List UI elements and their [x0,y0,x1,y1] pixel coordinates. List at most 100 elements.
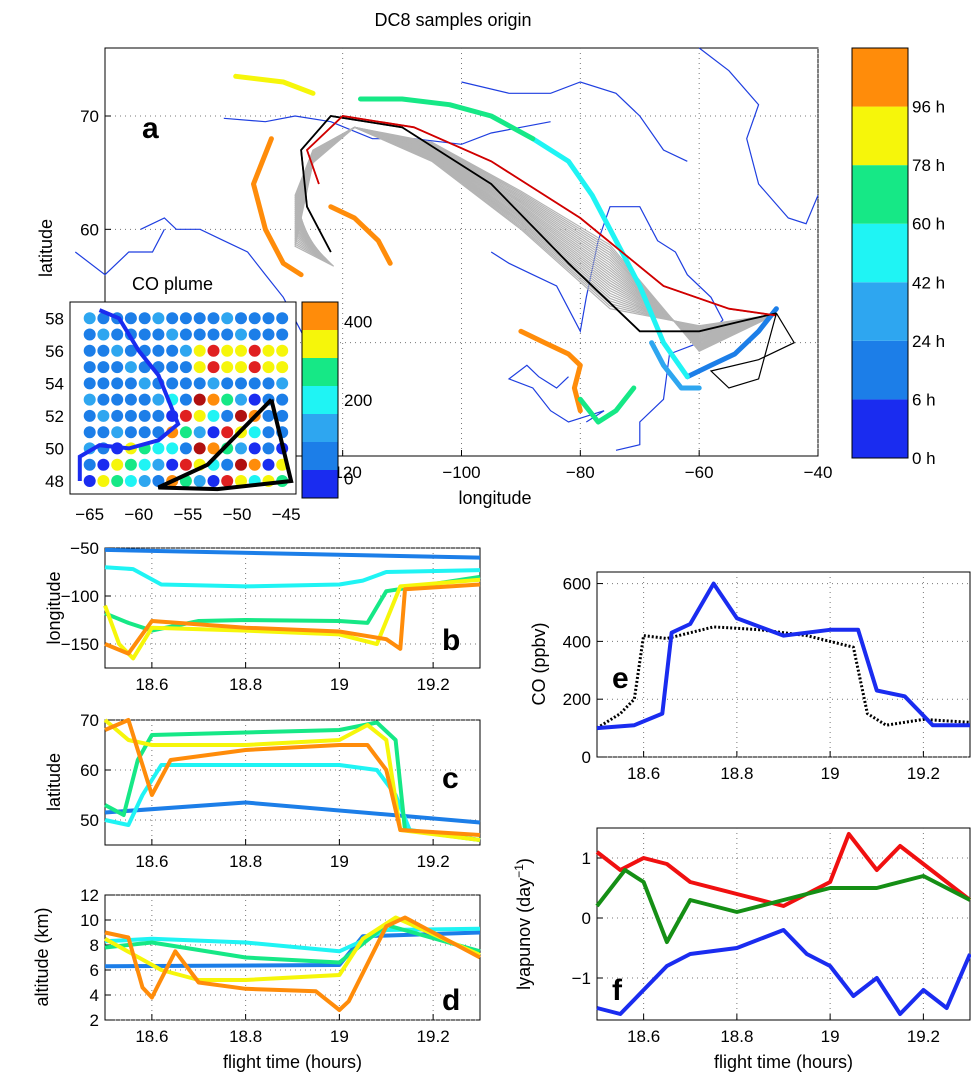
y-tick-label: 60 [80,220,99,239]
co-sample [221,475,234,487]
co-sample [179,361,192,374]
co-sample [111,409,124,422]
colorbar-label: 24 h [912,332,945,351]
inset-colorbar-swatch [302,414,338,442]
x-tick-label: 18.8 [229,1027,262,1046]
colorbar-label: 0 h [912,449,936,468]
series-line [104,720,481,842]
y-tick-label: 200 [563,690,591,709]
co-sample [111,475,124,487]
co-sample [221,426,234,439]
y-tick-label: −150 [61,635,99,654]
trajectory [294,126,777,352]
co-sample [179,393,192,406]
y-tick-label: 50 [80,811,99,830]
panel-letter: b [442,624,460,657]
panel-c: 18.6 18.8 19 19.2 50 60 70 c latitude [44,711,481,871]
co-sample [83,312,96,325]
series-line [104,582,481,656]
series-line [104,547,481,560]
co-sample [221,409,234,422]
x-tick-label: 19.2 [417,852,450,871]
x-tick-label: 19.2 [417,1027,450,1046]
co-sample [83,426,96,439]
co-sample [248,458,261,471]
co-sample [221,393,234,406]
series-line [104,565,481,589]
x-tick-label: 19 [330,675,349,694]
y-tick-label: 2 [90,1011,99,1030]
y-axis-label: lyapunov (day−1) [512,858,534,990]
mean-trajectory [300,115,777,333]
co-sample [166,312,179,325]
co-sample [276,409,289,422]
colorbar-label: 60 h [912,215,945,234]
panel-e-frame [596,571,971,758]
co-sample [179,409,192,422]
x-tick-label: 18.6 [627,764,660,783]
x-tick-label: 19.2 [907,1027,940,1046]
co-sample [152,328,165,341]
x-tick-label: 18.8 [229,852,262,871]
series-line [104,915,481,982]
inset-coastline [77,308,181,481]
chart-panels: −120−100−80−60−40506070alatitudelongitud… [32,47,971,1072]
co-sample [179,426,192,439]
co-sample [83,361,96,374]
x-tick-label: −100 [442,463,480,482]
age-trajectory [530,136,690,380]
co-sample [166,328,179,341]
co-sample [179,312,192,325]
colorbar-swatch [852,340,908,400]
y-tick-label: 10 [80,911,99,930]
co-sample [248,328,261,341]
inset-colorbar-label: 0 [344,469,353,488]
series-line [595,832,971,908]
co-sample [97,344,110,357]
inset-title: CO plume [132,274,213,294]
series-line [104,923,481,965]
inset-y-tick-label: 54 [45,374,64,393]
co-sample [179,442,192,455]
co-sample [248,393,261,406]
panel-letter: f [612,974,623,1007]
co-sample [124,312,137,325]
panel-b-frame [104,547,481,669]
panel-d: 18.6 18.8 19 19.2 2 4 6 8 10 12 d altitude (km) flig… [32,886,481,1072]
co-sample [235,409,247,422]
co-sample [111,344,124,357]
co-sample [235,312,247,325]
age-trajectory [233,73,316,96]
co-sample [179,328,192,341]
co-sample [193,442,206,455]
panel-c-frame [104,719,481,846]
co-sample [124,409,137,422]
co-sample [166,361,179,374]
age-trajectory [684,306,779,380]
co-sample [207,475,220,487]
age-trajectory [577,385,637,425]
x-tick-label: 19 [330,852,349,871]
inset-x-tick-label: −65 [75,505,104,524]
flight-track [709,312,796,389]
inset-y-tick-label: 50 [45,439,64,458]
co-sample [221,458,234,471]
x-tick-label: 18.8 [720,1027,753,1046]
y-tick-label: 6 [90,961,99,980]
colorbar-swatch [852,48,908,107]
x-tick-label: −40 [804,463,833,482]
panel-a: −120−100−80−60−40506070alatitudelongitud… [36,47,945,508]
inset-colorbar-swatch [302,442,338,470]
co-sample [97,393,110,406]
co-sample [207,328,220,341]
y-axis-label: latitude [36,219,56,277]
y-tick-label: 4 [90,986,99,1005]
y-tick-label: −100 [61,587,99,606]
series-line [300,115,777,333]
co-sample [166,377,179,390]
x-tick-label: −80 [566,463,595,482]
co-sample [207,377,220,390]
inset-x-tick-label: −45 [272,505,301,524]
co-sample [248,426,261,439]
